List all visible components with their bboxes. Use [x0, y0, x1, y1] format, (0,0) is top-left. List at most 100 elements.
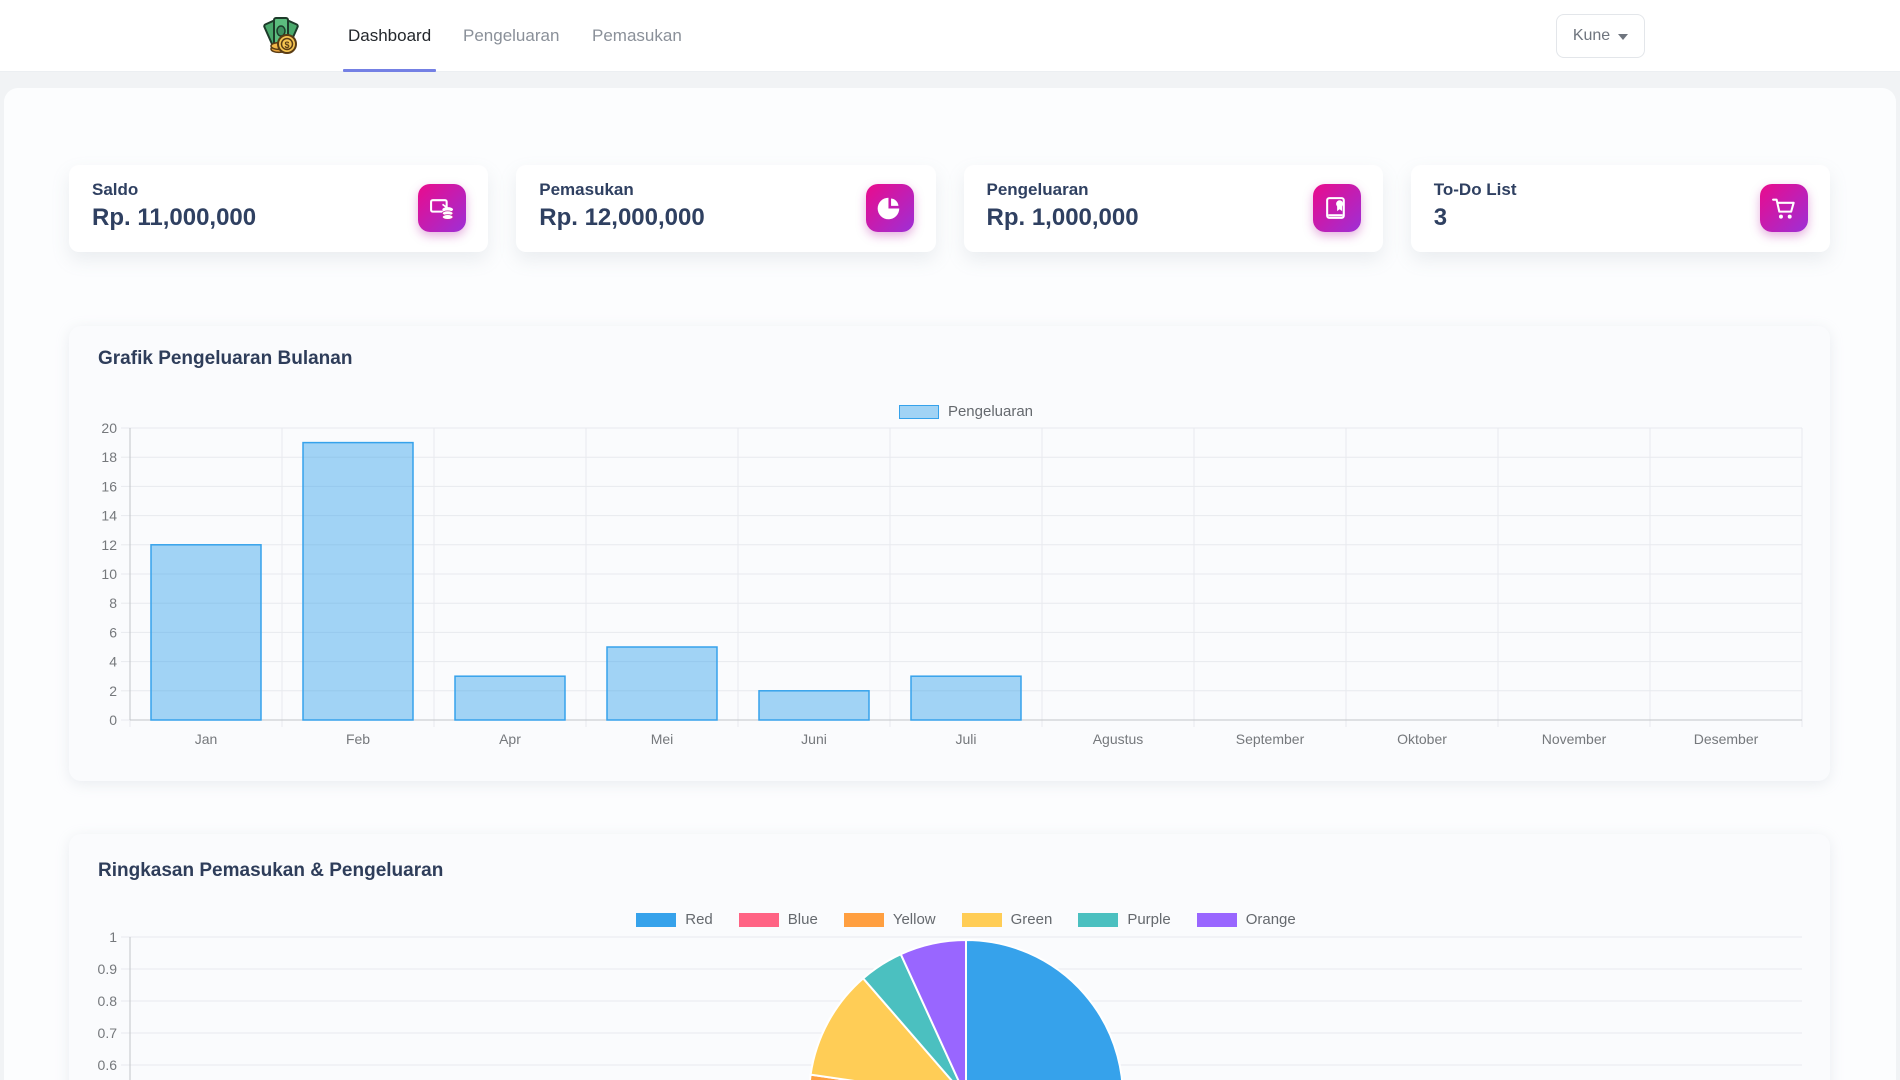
bar-chart-plot: 0 2 4 6 8 10 12 14 16 18 20 Jan Feb Apr Mei Juni Juli Agu… — [101, 420, 1803, 747]
main-content-panel: Saldo Rp. 11,000,000 Pemasukan Rp. 12,00… — [4, 88, 1896, 1080]
svg-text:0.6: 0.6 — [98, 1057, 118, 1073]
stat-cards-row: Saldo Rp. 11,000,000 Pemasukan Rp. 12,00… — [69, 165, 1830, 252]
cart-icon — [1771, 198, 1795, 219]
bar-legend-pengeluaran[interactable]: Pengeluaran — [898, 403, 1034, 420]
pie-legend-blue-label: Blue — [787, 911, 818, 928]
pie-legend-blue-swatch — [738, 912, 779, 927]
todo-value: 3 — [1433, 204, 1448, 231]
pie-chart-title: Ringkasan Pemasukan & Pengeluaran — [98, 860, 444, 881]
money-logo-icon[interactable]: $ — [258, 13, 304, 59]
saldo-label: Saldo — [92, 180, 139, 199]
stat-card-todo: To-Do List 3 — [1410, 165, 1830, 252]
pie-chart-icon — [877, 197, 900, 219]
todo-icon-button[interactable] — [1760, 184, 1808, 232]
pie-slice-green — [809, 977, 953, 1080]
svg-text:Jan: Jan — [195, 731, 218, 747]
saldo-icon-button[interactable] — [418, 184, 467, 232]
pemasukan-value: Rp. 12,000,000 — [539, 204, 705, 231]
bar-chart-card: Grafik Pengeluaran Bulanan Pengeluaran 0… — [69, 326, 1830, 781]
tab-pengeluaran[interactable]: Pengeluaran — [458, 0, 564, 72]
svg-text:0: 0 — [109, 712, 117, 728]
svg-text:16: 16 — [101, 478, 117, 494]
cash-coin-icon — [429, 198, 454, 220]
saldo-value: Rp. 11,000,000 — [92, 204, 257, 231]
svg-text:September: September — [1236, 731, 1305, 747]
pengeluaran-icon-button[interactable] — [1312, 184, 1361, 232]
todo-label: To-Do List — [1433, 180, 1517, 199]
svg-text:Apr: Apr — [499, 731, 521, 747]
svg-text:0.7: 0.7 — [98, 1025, 118, 1041]
pie-legend-orange-label: Orange — [1245, 911, 1296, 928]
bar-Apr — [454, 675, 566, 721]
svg-text:4: 4 — [109, 654, 117, 670]
pie-legend-purple-label: Purple — [1127, 911, 1171, 928]
svg-text:November: November — [1542, 731, 1607, 747]
pie-legend-yellow-label: Yellow — [892, 911, 936, 928]
chevron-down-icon — [1618, 34, 1629, 40]
svg-text:Desember: Desember — [1694, 731, 1759, 747]
svg-text:10: 10 — [101, 566, 117, 582]
pemasukan-label: Pemasukan — [539, 180, 634, 199]
pie-slice-orange — [899, 939, 967, 1080]
pengeluaran-label: Pengeluaran — [986, 180, 1089, 199]
pie-chart-card: Ringkasan Pemasukan & Pengeluaran Red Blu… — [69, 834, 1830, 1080]
svg-text:2: 2 — [109, 683, 117, 699]
svg-text:18: 18 — [101, 449, 117, 465]
bar-chart-legend: Pengeluaran — [130, 403, 1802, 420]
user-dropdown-button[interactable]: Kune — [1556, 14, 1645, 58]
pie-slice-red — [965, 939, 1124, 1080]
svg-text:6: 6 — [109, 624, 117, 640]
pie-legend-yellow-swatch — [843, 912, 884, 927]
stat-card-pemasukan: Pemasukan Rp. 12,000,000 — [516, 165, 936, 252]
stat-card-saldo: Saldo Rp. 11,000,000 — [69, 165, 489, 252]
svg-text:8: 8 — [109, 595, 117, 611]
tab-pemasukan[interactable]: Pemasukan — [587, 0, 687, 72]
tab-dashboard[interactable]: Dashboard — [343, 0, 437, 72]
svg-text:Feb: Feb — [346, 731, 370, 747]
svg-text:0.9: 0.9 — [98, 961, 118, 977]
pie-legend-orange[interactable]: Orange — [1196, 911, 1296, 928]
pie-legend-red-swatch — [636, 912, 677, 927]
pie-legend-red[interactable]: Red — [636, 911, 713, 928]
pemasukan-icon-button[interactable] — [865, 184, 914, 232]
pie-legend-yellow[interactable]: Yellow — [843, 911, 936, 928]
svg-text:Agustus: Agustus — [1093, 731, 1144, 747]
journal-bookmark-icon — [1326, 196, 1346, 219]
pie-legend-green[interactable]: Green — [961, 911, 1053, 928]
svg-text:$: $ — [284, 40, 289, 50]
svg-text:14: 14 — [101, 508, 117, 524]
pie-legend-blue[interactable]: Blue — [738, 911, 818, 928]
bar-Jan — [150, 544, 262, 721]
svg-text:Juni: Juni — [801, 731, 827, 747]
pie-legend-purple-swatch — [1078, 912, 1119, 927]
pie-legend-purple[interactable]: Purple — [1078, 911, 1171, 928]
pengeluaran-value: Rp. 1,000,000 — [986, 204, 1139, 231]
pie-legend-green-swatch — [961, 912, 1002, 927]
bar-legend-pengeluaran-swatch — [898, 404, 939, 419]
stat-card-pengeluaran: Pengeluaran Rp. 1,000,000 — [963, 165, 1383, 252]
tab-pemasukan-label: Pemasukan — [592, 26, 682, 45]
bar-legend-pengeluaran-label: Pengeluaran — [947, 403, 1034, 420]
active-tab-underline — [343, 69, 437, 72]
svg-text:0.8: 0.8 — [98, 993, 118, 1009]
pie-chart-legend: Red Blue Yellow Green Purple Orange — [130, 911, 1802, 928]
pie-legend-red-label: Red — [685, 911, 713, 928]
pie-chart-plot: 1 0.9 0.8 0.7 0.6 — [98, 929, 1802, 1080]
tab-pengeluaran-label: Pengeluaran — [463, 26, 560, 45]
tab-dashboard-label: Dashboard — [348, 26, 432, 45]
svg-text:Mei: Mei — [651, 731, 674, 747]
bar-Mei — [606, 646, 718, 721]
bar-Juli — [910, 675, 1022, 721]
pie-legend-green-label: Green — [1010, 911, 1053, 928]
svg-text:20: 20 — [101, 420, 117, 436]
user-name-label: Kune — [1572, 27, 1611, 44]
svg-text:12: 12 — [101, 537, 117, 553]
svg-text:1: 1 — [109, 929, 117, 945]
svg-text:Oktober: Oktober — [1397, 731, 1447, 747]
svg-text:Juli: Juli — [955, 731, 976, 747]
pie-legend-orange-swatch — [1196, 912, 1237, 927]
bar-Juni — [758, 690, 870, 721]
bar-Feb — [302, 441, 414, 721]
bar-chart-title: Grafik Pengeluaran Bulanan — [98, 348, 353, 369]
